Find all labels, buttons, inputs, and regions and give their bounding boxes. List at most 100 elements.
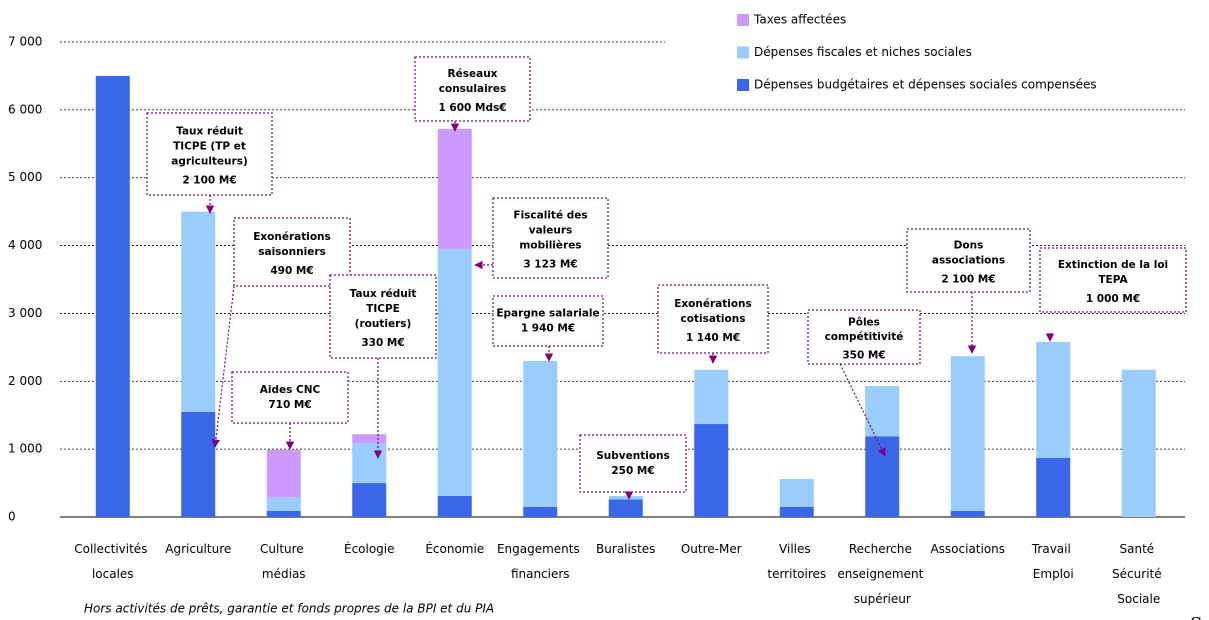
legend-label: Taxes affectées: [753, 13, 846, 27]
annotation-text: TICPE: [366, 303, 400, 315]
annotation-text: Exonérations: [674, 298, 752, 310]
y-tick-label: 0: [8, 510, 16, 524]
annotation-box: [414, 56, 531, 122]
y-tick-label: 7 000: [8, 35, 42, 49]
annotation-text: associations: [932, 255, 1005, 267]
annotation-text: 250 M€: [611, 465, 654, 477]
annotation-box: [579, 434, 687, 493]
annotation-text: 1 600 Mds€: [438, 102, 506, 114]
annotation-box: [1039, 247, 1187, 313]
bar-segment: [437, 128, 472, 249]
bar-segment: [437, 248, 472, 496]
bar-segment: [865, 436, 900, 517]
legend-swatch: [737, 46, 749, 59]
y-tick-label: 4 000: [8, 238, 42, 252]
x-tick-label: Outre-Mer: [681, 542, 742, 556]
legend-swatch: [737, 14, 749, 26]
bar-segment: [608, 495, 643, 500]
y-tick-label: 6 000: [8, 102, 42, 116]
bar-segment: [437, 495, 472, 517]
annotation-box: [146, 112, 273, 196]
bar-segment: [266, 449, 301, 498]
annotation-arrow: [211, 285, 235, 448]
bar-segment: [523, 360, 558, 507]
annotation-text: 1 940 M€: [521, 323, 575, 335]
annotation-text: valeurs: [529, 225, 573, 237]
annotation-text: 330 M€: [361, 337, 404, 349]
annotation-text: compétitivité: [825, 331, 904, 343]
annotation-text: mobilières: [519, 240, 581, 252]
bar-segment: [352, 483, 387, 517]
bar-segment: [352, 443, 387, 484]
bar-segment: [1121, 369, 1156, 517]
annotation-text: agriculteurs): [171, 156, 248, 168]
x-tick-label: Buralistes: [596, 542, 655, 556]
annotation-box: [657, 284, 769, 354]
annotation-text: saisonniers: [258, 246, 326, 258]
annotation-text: Subventions: [596, 450, 670, 462]
annotation-text: Exonérations: [253, 231, 331, 243]
annotation-text: Fiscalité des: [513, 210, 587, 222]
annotation-arrow: [839, 363, 886, 457]
bar-segment: [523, 506, 558, 517]
annotation-text: Pôles: [848, 316, 880, 328]
annotation-box: [329, 274, 437, 359]
x-tick-label: Agriculture: [165, 542, 231, 556]
annotation-text: 490 M€: [270, 265, 313, 277]
bar-segment: [608, 499, 643, 517]
bar-segment: [865, 386, 900, 437]
annotation-text: Aides CNC: [260, 384, 321, 396]
annotation-text: 710 M€: [268, 399, 311, 411]
annotation-box: [492, 197, 609, 279]
x-tick-label: Culture médias: [260, 542, 308, 581]
annotation-text: (routiers): [355, 318, 412, 330]
legend-label: Dépenses budgétaires et dépenses sociale…: [754, 78, 1097, 92]
x-tick-label: Économie: [425, 541, 484, 556]
bar-segment: [1036, 341, 1071, 458]
annotation-text: TICPE (TP et: [173, 141, 246, 153]
footnote: Hors activités de prêts, garantie et fon…: [84, 602, 494, 616]
bar-segment: [694, 369, 729, 425]
x-tick-label: Associations: [930, 542, 1005, 556]
bar-segment: [181, 211, 216, 412]
bar-segment: [95, 75, 130, 517]
annotation-text: 1 140 M€: [686, 332, 740, 344]
x-tick-label: Santé Sécurité Sociale: [1112, 542, 1165, 606]
annotation-text: Réseaux: [448, 68, 498, 80]
bar-segment: [352, 434, 387, 444]
footer-fragment: So: [1190, 614, 1209, 620]
legend-swatch: [737, 79, 749, 91]
x-tick-label: Villes territoires: [767, 542, 826, 581]
y-tick-label: 2 000: [8, 374, 42, 388]
annotation-text: consulaires: [439, 83, 506, 95]
bar-segment: [181, 411, 216, 517]
annotation-box: [492, 295, 604, 347]
annotation-text: 2 100 M€: [182, 175, 236, 187]
annotation-text: 3 123 M€: [523, 259, 577, 271]
x-tick-label: Collectivités locales: [74, 542, 151, 581]
x-tick-label: Engagements financiers: [497, 542, 584, 581]
x-tick-label: Recherche enseignement supérieur: [837, 542, 927, 606]
annotation-text: 1 000 M€: [1086, 293, 1140, 305]
annotation-text: Dons: [954, 240, 984, 252]
y-tick-label: 1 000: [8, 442, 42, 456]
annotation-text: 350 M€: [842, 350, 885, 362]
bar-segment: [950, 356, 985, 511]
legend-label: Dépenses fiscales et niches sociales: [754, 45, 972, 59]
bar-segment: [1036, 457, 1071, 517]
annotation-text: 2 100 M€: [941, 274, 995, 286]
annotation-box: [906, 228, 1031, 293]
x-tick-label: Travail Emploi: [1031, 542, 1075, 581]
annotation-text: cotisations: [681, 313, 746, 325]
y-tick-label: 3 000: [8, 306, 42, 320]
y-tick-label: 5 000: [8, 170, 42, 184]
annotation-text: Taux réduit: [350, 288, 417, 300]
bar-segment: [694, 424, 729, 517]
bar-segment: [950, 510, 985, 517]
bar-segment: [779, 479, 814, 507]
annotation-text: Epargne salariale: [496, 308, 599, 320]
annotation-box: [807, 309, 921, 365]
annotation-text: TEPA: [1098, 274, 1128, 286]
x-tick-label: Écologie: [344, 541, 395, 556]
bar-segment: [266, 497, 301, 511]
